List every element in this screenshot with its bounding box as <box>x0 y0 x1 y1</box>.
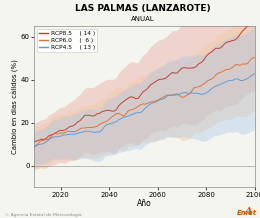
Text: Emet: Emet <box>237 210 257 216</box>
Text: A: A <box>245 207 252 216</box>
Y-axis label: Cambio en dias cálidos (%): Cambio en dias cálidos (%) <box>12 59 19 154</box>
Text: ANUAL: ANUAL <box>131 16 155 22</box>
X-axis label: Año: Año <box>137 199 152 208</box>
Text: © Agencia Estatal de Meteorología: © Agencia Estatal de Meteorología <box>5 213 82 217</box>
Text: LAS PALMAS (LANZAROTE): LAS PALMAS (LANZAROTE) <box>75 4 211 13</box>
Legend: RCP8.5    ( 14 ), RCP6.0    (  6 ), RCP4.5    ( 13 ): RCP8.5 ( 14 ), RCP6.0 ( 6 ), RCP4.5 ( 13… <box>37 29 97 52</box>
